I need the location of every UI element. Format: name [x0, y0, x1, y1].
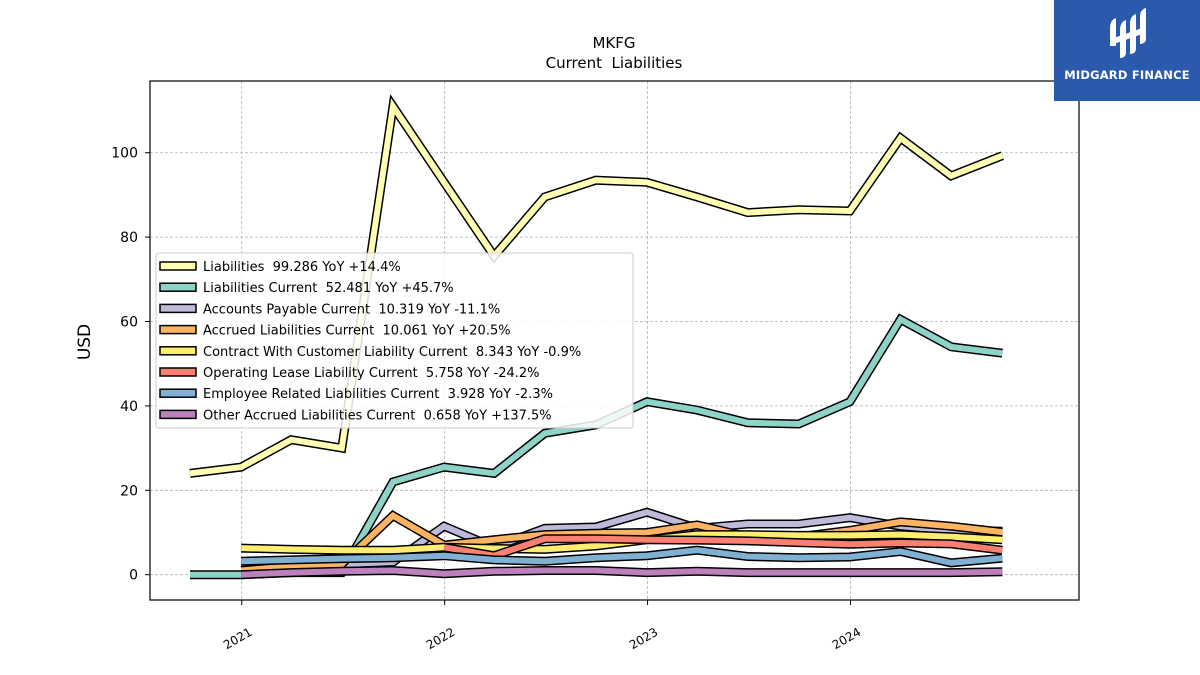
y-axis-label: USD: [75, 324, 95, 360]
legend-label: Liabilities 99.286 YoY +14.4%: [203, 260, 401, 275]
legend-label: Employee Related Liabilities Current 3.9…: [203, 387, 553, 402]
legend-box: [155, 252, 634, 429]
series-line: [443, 535, 1003, 559]
series-line: [240, 511, 1003, 574]
x-tick-label: 2021: [221, 625, 254, 652]
legend-swatch: [159, 388, 197, 398]
legend-label: Accrued Liabilities Current 10.061 YoY +…: [203, 324, 511, 339]
x-tick-label: 2024: [830, 625, 863, 652]
y-tick-label: 20: [120, 483, 138, 499]
y-tick-label: 60: [120, 315, 138, 331]
logo-text: MIDGARD FINANCE: [1064, 68, 1190, 82]
legend-label: Accounts Payable Current 10.319 YoY -11.…: [203, 302, 500, 317]
x-tick-label: 2023: [627, 625, 660, 652]
legend-label: Contract With Customer Liability Current…: [203, 345, 581, 360]
y-tick-label: 100: [111, 146, 138, 162]
legend-label: Operating Lease Liability Current 5.758 …: [203, 366, 540, 381]
series-line: [189, 98, 1004, 477]
chart-title: MKFG: [592, 34, 635, 52]
legend-swatch: [159, 346, 197, 356]
legend-swatch: [159, 409, 197, 420]
midgard-finance-logo: MIDGARD FINANCE: [1054, 0, 1200, 101]
legend: Liabilities 99.286 YoY +14.4% Liabilities…: [155, 252, 634, 429]
legend-swatch: [159, 367, 197, 377]
chart-subtitle: Current Liabilities: [546, 54, 683, 72]
y-tick-label: 0: [129, 568, 138, 584]
series-line: [241, 567, 1003, 578]
legend-label: Other Accrued Liabilities Current 0.658 …: [203, 408, 552, 423]
y-tick-label: 80: [120, 230, 138, 246]
x-tick-label: 2022: [424, 625, 457, 652]
plot-frame: [149, 80, 1080, 601]
legend-swatch: [159, 261, 197, 271]
legend-swatch: [159, 324, 197, 335]
midgard-logo-icon: [1110, 8, 1146, 58]
legend-swatch: [159, 282, 197, 292]
legend-swatch: [159, 303, 197, 314]
series-line: [241, 547, 1003, 566]
legend-label: Liabilities Current 52.481 YoY +45.7%: [203, 281, 454, 296]
y-tick-label: 40: [120, 399, 138, 415]
